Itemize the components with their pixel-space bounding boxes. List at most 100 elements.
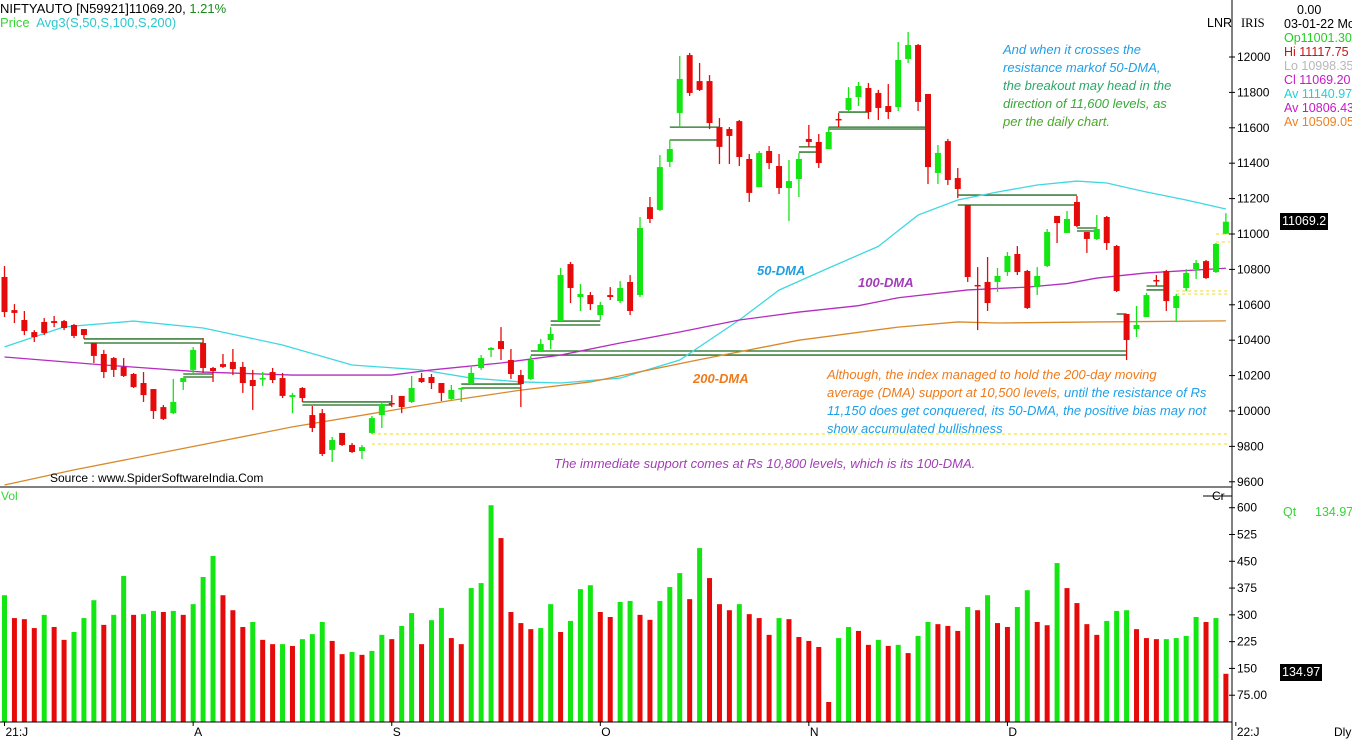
candle-body	[934, 152, 941, 173]
candle-down	[11, 304, 18, 324]
candle-body	[150, 389, 157, 411]
volume-bar	[409, 613, 415, 722]
annotation-line: resistance markof 50-DMA,	[1003, 60, 1161, 75]
candle-body	[736, 121, 743, 157]
candle-body	[1, 277, 8, 313]
price-tick-label: 9600	[1237, 475, 1264, 489]
candle-body	[259, 378, 266, 380]
dma50-value: Av 11140.97	[1284, 87, 1352, 101]
candle-body	[686, 55, 693, 93]
date-tick-label: D	[1008, 725, 1017, 739]
candle-down	[954, 167, 961, 199]
volume-bar	[786, 619, 792, 722]
volume-tick-label: 150	[1237, 661, 1257, 675]
volume-bar	[299, 639, 305, 722]
interval-label[interactable]: Dly	[1334, 725, 1352, 739]
candle-up	[666, 140, 673, 168]
volume-bar	[280, 644, 286, 722]
candle-body	[1004, 255, 1011, 273]
candle-body	[249, 380, 256, 387]
volume-bar	[71, 632, 77, 722]
price-tick-label: 11200	[1237, 192, 1270, 206]
candle-body	[1034, 275, 1041, 288]
candle-body	[478, 358, 485, 368]
volume-bar	[339, 654, 345, 722]
volume-tick-label: 75.00	[1237, 688, 1267, 702]
volume-bar	[776, 618, 782, 722]
volume-tick-label: 525	[1237, 528, 1257, 542]
candle-body	[577, 293, 584, 297]
volume-bar	[180, 614, 186, 722]
candle-body	[607, 295, 614, 297]
candle-down	[31, 330, 38, 342]
candle-body	[984, 281, 991, 304]
volume-bar	[885, 645, 891, 722]
volume-bar	[816, 647, 822, 722]
candle-body	[924, 93, 931, 168]
price-tick-label: 10200	[1237, 369, 1271, 383]
candle-down	[210, 366, 217, 382]
moving-averages	[4, 180, 1227, 486]
volume-bar	[875, 639, 881, 722]
lnr-label[interactable]: LNR	[1207, 16, 1233, 30]
volume-bar	[121, 575, 127, 722]
volume-bar	[1183, 635, 1189, 722]
candle-up	[895, 41, 902, 111]
volume-bar	[41, 614, 47, 722]
candle-body	[1014, 253, 1021, 273]
candle-body	[627, 281, 634, 311]
low-value: Lo 10998.35	[1284, 59, 1352, 73]
price-tick-label: 11600	[1237, 121, 1270, 135]
candle-down	[438, 383, 445, 402]
candle-body	[160, 407, 167, 419]
volume-bar	[558, 632, 564, 722]
qt-label: Qt	[1283, 505, 1297, 519]
volume-bar	[91, 600, 97, 722]
candle-body	[547, 333, 554, 341]
candle-down	[646, 197, 653, 224]
volume-bar	[697, 548, 703, 722]
candle-down	[1024, 269, 1031, 310]
breakout-annotation: And when it crosses the resistance marko…	[1003, 41, 1171, 131]
candle-body	[219, 364, 226, 367]
iris-label[interactable]: IRIS	[1241, 16, 1265, 30]
candle-down	[567, 261, 574, 304]
date-tick-label: A	[194, 725, 202, 739]
cr-label: Cr	[1212, 489, 1225, 503]
date-tick-label: O	[601, 725, 610, 739]
volume-bar	[707, 578, 713, 722]
volume-bar	[1124, 610, 1130, 722]
volume-bar	[61, 639, 67, 722]
candle-up	[855, 81, 862, 107]
volume-bar	[637, 614, 643, 722]
volume-bar	[1203, 622, 1209, 722]
50-dma-line	[4, 180, 1227, 384]
candle-body	[100, 353, 107, 373]
candle-up	[448, 384, 455, 401]
volume-bar	[260, 639, 266, 722]
candle-down	[726, 127, 733, 165]
volume-bar	[170, 610, 176, 722]
open-value: Op11001.30	[1284, 31, 1352, 45]
annotation-line: And when it crosses the	[1003, 42, 1142, 57]
annotation-line: show accumulated bullishness	[827, 421, 1003, 436]
change-percent: 1.21%	[189, 1, 227, 16]
annotation-line: Although, the index managed to hold the …	[827, 367, 1157, 382]
dma100-annotation: 100-DMA	[858, 275, 914, 290]
candle-body	[666, 149, 673, 162]
volume-bar	[1114, 610, 1120, 722]
candle-down	[299, 387, 306, 402]
price-tick-label: 10000	[1237, 404, 1271, 418]
volume-bar	[1074, 603, 1080, 722]
volume-bar	[1014, 607, 1020, 722]
price-tick-label: 10800	[1237, 262, 1271, 276]
volume-bar	[1163, 639, 1169, 722]
candle-down	[716, 118, 723, 165]
volume-bar	[756, 618, 762, 722]
volume-tick-label: 375	[1237, 581, 1257, 595]
candle-body	[1044, 232, 1051, 267]
volume-bar	[1064, 588, 1070, 722]
volume-bar	[617, 602, 623, 722]
qt-value: 134.97	[1315, 505, 1352, 519]
volume-bar	[190, 604, 196, 722]
